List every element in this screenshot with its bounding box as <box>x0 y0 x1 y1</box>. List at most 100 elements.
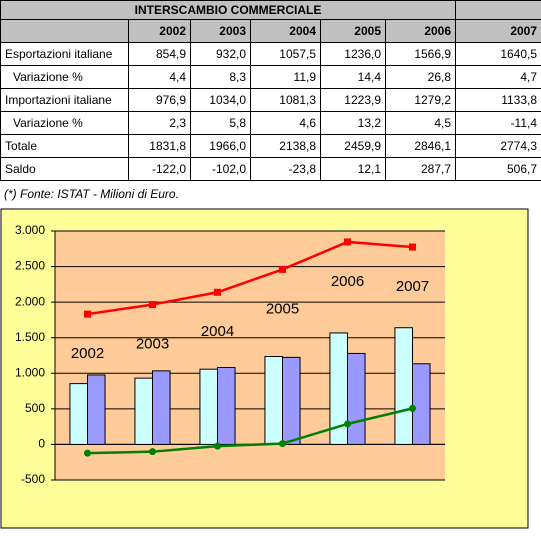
data-table: INTERSCAMBIO COMMERCIALE 2002 2003 2004 2005… <box>0 0 541 181</box>
table-cell: 14,4 <box>320 65 386 89</box>
bar <box>69 383 88 445</box>
y-tick-label: 2.500 <box>15 259 45 273</box>
table-row: Totale 1831,8 1966,0 2138,8 2459,9 2846,1 2774… <box>0 134 541 158</box>
table-cell: 2459,9 <box>320 134 386 158</box>
table-cell: 2138,8 <box>250 134 321 158</box>
year-header: 2007 <box>455 19 541 43</box>
y-tick-label: 1.500 <box>15 330 45 344</box>
bar <box>347 352 366 445</box>
y-tick-label: 0 <box>38 437 45 451</box>
table-cell: 1133,8 <box>455 88 541 112</box>
row-label: Totale <box>0 134 129 158</box>
table-cell: 4,4 <box>128 65 191 89</box>
category-label: 2005 <box>266 300 299 317</box>
bar <box>152 370 171 445</box>
category-label: 2002 <box>71 345 104 362</box>
marker <box>344 420 351 428</box>
line <box>87 407 413 455</box>
year-header: 2004 <box>250 19 321 43</box>
table-cell: 1236,0 <box>320 42 386 66</box>
table-cell: 4,5 <box>384 111 457 135</box>
marker <box>149 448 156 456</box>
year-header: 2006 <box>384 19 457 43</box>
bar <box>264 355 284 445</box>
marker <box>279 440 286 448</box>
table-cell: 2,3 <box>128 111 191 135</box>
table-cell: 932,0 <box>190 42 251 66</box>
table-cell: 1081,3 <box>250 88 321 112</box>
table-cell: 1057,5 <box>250 42 321 66</box>
year-header: 2005 <box>320 19 386 43</box>
table-row: INTERSCAMBIO COMMERCIALE <box>0 0 541 20</box>
plot-area <box>55 231 445 480</box>
table-cell: 1223,9 <box>320 88 386 112</box>
table-cell: 976,9 <box>128 88 191 112</box>
bar <box>134 377 153 445</box>
bar <box>217 367 236 445</box>
marker <box>149 301 156 309</box>
table-cell: 1966,0 <box>190 134 251 158</box>
table-cell: -11,4 <box>455 111 541 135</box>
marker <box>214 288 221 296</box>
table-cell: 12,1 <box>320 157 386 181</box>
table-cell: -23,8 <box>250 157 321 181</box>
bar <box>199 368 218 445</box>
table-cell: 854,9 <box>128 42 191 66</box>
table-cell: 1831,8 <box>128 134 191 158</box>
table-row: Importazioni italiane 976,9 1034,0 1081,3 12… <box>0 88 541 112</box>
table-cell: 1566,9 <box>384 42 457 66</box>
marker <box>279 265 286 273</box>
y-tick-label: -500 <box>21 472 45 486</box>
table-cell: 2846,1 <box>384 134 457 158</box>
y-tick-label: 1.000 <box>15 365 45 379</box>
category-label: 2003 <box>136 336 169 353</box>
category-label: 2004 <box>201 323 234 340</box>
marker <box>409 404 416 412</box>
table-cell: 2774,3 <box>455 134 541 158</box>
header-cell <box>455 0 541 20</box>
table-row: Saldo -122,0 -102,0 -23,8 12,1 287,7 506,7 <box>0 157 541 181</box>
row-label: Esportazioni italiane <box>0 42 129 66</box>
table-cell: -102,0 <box>190 157 251 181</box>
table-cell: 1279,2 <box>384 88 457 112</box>
table-title: INTERSCAMBIO COMMERCIALE <box>0 0 457 20</box>
table-cell: 4,6 <box>250 111 321 135</box>
y-tick-label: 3.000 <box>15 223 45 237</box>
marker <box>344 238 351 246</box>
bar <box>87 374 106 445</box>
category-label: 2006 <box>331 273 364 290</box>
marker <box>84 310 91 318</box>
table-cell: 11,9 <box>250 65 321 89</box>
bar <box>394 327 414 445</box>
marker <box>84 449 91 457</box>
table-row: Variazione % 2,3 5,8 4,6 13,2 4,5 -11,4 <box>0 111 541 135</box>
table-cell: 506,7 <box>455 157 541 181</box>
table-cell: 5,8 <box>190 111 251 135</box>
y-tick-label: 500 <box>25 401 45 415</box>
row-label: Variazione % <box>0 111 129 135</box>
category-label: 2007 <box>396 278 429 295</box>
table-row: 2002 2003 2004 2005 2006 2007 <box>0 19 541 43</box>
table-cell: 4,7 <box>455 65 541 89</box>
table-row: Esportazioni italiane 854,9 932,0 1057,5 123… <box>0 42 541 66</box>
table-cell: 1034,0 <box>190 88 251 112</box>
year-header: 2003 <box>190 19 251 43</box>
marker <box>214 442 221 450</box>
row-label: Importazioni italiane <box>0 88 129 112</box>
line <box>87 240 413 316</box>
footnote: (*) Fonte: ISTAT - Milioni di Euro. <box>4 187 179 201</box>
row-label: Variazione % <box>0 65 129 89</box>
year-header: 2002 <box>128 19 191 43</box>
table-cell: 8,3 <box>190 65 251 89</box>
y-tick-label: 2.000 <box>15 294 45 308</box>
table-cell: 1640,5 <box>455 42 541 66</box>
marker <box>409 243 416 251</box>
chart: 3.000 2.500 2.000 1.500 1.000 500 0 -500 2002 200… <box>0 208 529 529</box>
table-cell: 13,2 <box>320 111 386 135</box>
table-cell: -122,0 <box>128 157 191 181</box>
table-cell: 287,7 <box>384 157 457 181</box>
header-cell <box>0 19 129 43</box>
bar <box>282 356 301 445</box>
